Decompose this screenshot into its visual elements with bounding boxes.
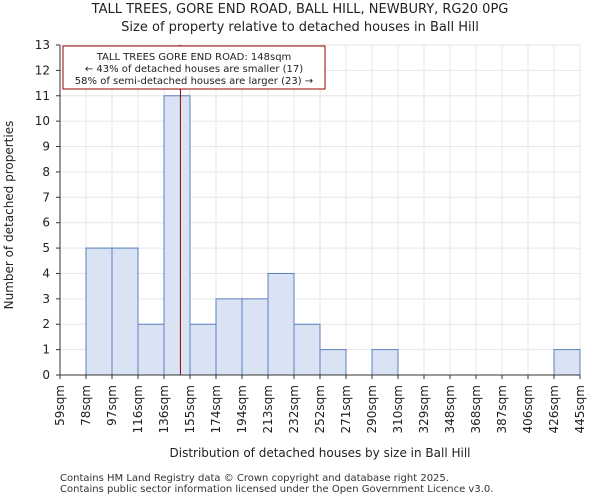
histogram-bar bbox=[111, 247, 139, 376]
y-tick-label: 8 bbox=[42, 165, 50, 179]
y-tick-label: 10 bbox=[35, 114, 50, 128]
x-tick-label: 213sqm bbox=[261, 385, 275, 433]
x-tick-label: 136sqm bbox=[157, 385, 171, 433]
histogram-bar bbox=[319, 349, 347, 376]
histogram-bar bbox=[371, 349, 399, 376]
footer-copyright: Contains HM Land Registry data © Crown c… bbox=[60, 473, 449, 484]
y-tick-label: 1 bbox=[42, 343, 50, 357]
histogram-bar bbox=[163, 95, 191, 376]
x-tick-label: 116sqm bbox=[131, 385, 145, 433]
x-tick-label: 271sqm bbox=[339, 385, 353, 433]
chart-subtitle: Size of property relative to detached ho… bbox=[121, 20, 479, 35]
x-tick-label: 252sqm bbox=[313, 385, 327, 433]
x-tick-label: 194sqm bbox=[235, 385, 249, 433]
x-tick-label: 97sqm bbox=[105, 385, 119, 426]
x-tick-label: 290sqm bbox=[365, 385, 379, 433]
histogram-bar bbox=[85, 247, 113, 376]
annotation-line-2: ← 43% of detached houses are smaller (17… bbox=[85, 64, 303, 75]
x-tick-label: 310sqm bbox=[391, 385, 405, 433]
histogram-bar bbox=[553, 349, 581, 376]
y-tick-label: 4 bbox=[42, 266, 50, 280]
footer-licence: Contains public sector information licen… bbox=[60, 484, 494, 495]
histogram-bar bbox=[189, 323, 217, 376]
annotation-line-3: 58% of semi-detached houses are larger (… bbox=[75, 76, 313, 87]
x-tick-label: 348sqm bbox=[443, 385, 457, 433]
chart-title: TALL TREES, GORE END ROAD, BALL HILL, NE… bbox=[91, 2, 509, 17]
x-tick-label: 445sqm bbox=[573, 385, 587, 433]
histogram-bar bbox=[215, 298, 243, 376]
y-tick-label: 11 bbox=[35, 89, 50, 103]
y-tick-label: 2 bbox=[42, 317, 50, 331]
x-tick-label: 426sqm bbox=[547, 385, 561, 433]
x-tick-label: 155sqm bbox=[183, 385, 197, 433]
y-tick-label: 9 bbox=[42, 140, 50, 154]
histogram-bar bbox=[267, 272, 295, 376]
y-tick-label: 5 bbox=[42, 241, 50, 255]
annotation-line-1: TALL TREES GORE END ROAD: 148sqm bbox=[96, 52, 292, 63]
y-tick-label: 3 bbox=[42, 292, 50, 306]
histogram-bar bbox=[241, 298, 269, 376]
x-tick-label: 387sqm bbox=[495, 385, 509, 433]
y-tick-label: 12 bbox=[35, 63, 50, 77]
y-tick-label: 7 bbox=[42, 190, 50, 204]
y-axis-label: Number of detached properties bbox=[2, 121, 16, 310]
x-tick-label: 174sqm bbox=[209, 385, 223, 433]
y-tick-label: 13 bbox=[35, 38, 50, 52]
x-tick-label: 368sqm bbox=[469, 385, 483, 433]
y-tick-label: 0 bbox=[42, 368, 50, 382]
histogram-bar bbox=[293, 323, 321, 376]
x-tick-label: 329sqm bbox=[417, 385, 431, 433]
histogram-bar bbox=[137, 323, 165, 376]
x-tick-label: 78sqm bbox=[79, 385, 93, 426]
y-tick-label: 6 bbox=[42, 216, 50, 230]
x-tick-label: 59sqm bbox=[53, 385, 67, 426]
x-tick-label: 232sqm bbox=[287, 385, 301, 433]
x-tick-label: 406sqm bbox=[521, 385, 535, 433]
annotation-box: TALL TREES GORE END ROAD: 148sqm ← 43% o… bbox=[62, 45, 326, 90]
x-axis-label: Distribution of detached houses by size … bbox=[170, 446, 471, 460]
